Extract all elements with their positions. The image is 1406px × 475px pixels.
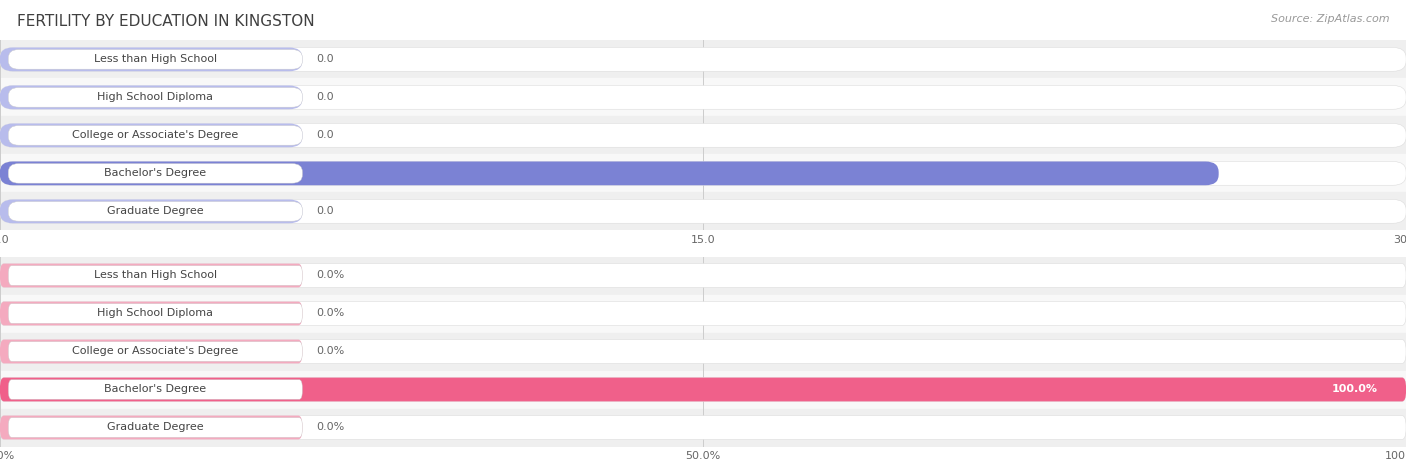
FancyBboxPatch shape: [0, 264, 302, 287]
Text: Source: ZipAtlas.com: Source: ZipAtlas.com: [1271, 14, 1389, 24]
FancyBboxPatch shape: [0, 48, 302, 71]
Text: 0.0: 0.0: [316, 54, 335, 65]
FancyBboxPatch shape: [8, 87, 302, 107]
Text: 0.0: 0.0: [316, 92, 335, 103]
Text: Less than High School: Less than High School: [94, 54, 217, 65]
Text: High School Diploma: High School Diploma: [97, 308, 214, 319]
FancyBboxPatch shape: [8, 418, 302, 437]
Text: 100.0%: 100.0%: [1331, 384, 1378, 395]
Text: 0.0%: 0.0%: [316, 346, 344, 357]
Text: FERTILITY BY EDUCATION IN KINGSTON: FERTILITY BY EDUCATION IN KINGSTON: [17, 14, 315, 29]
Text: Graduate Degree: Graduate Degree: [107, 422, 204, 433]
Bar: [0, 256, 1406, 294]
FancyBboxPatch shape: [0, 124, 1406, 147]
Text: 0.0%: 0.0%: [316, 270, 344, 281]
Text: Bachelor's Degree: Bachelor's Degree: [104, 384, 207, 395]
FancyBboxPatch shape: [0, 162, 1406, 185]
FancyBboxPatch shape: [8, 201, 302, 221]
Bar: [0, 154, 1406, 192]
Bar: [0, 78, 1406, 116]
Text: 0.0: 0.0: [316, 206, 335, 217]
FancyBboxPatch shape: [0, 86, 302, 109]
Bar: [0, 370, 1406, 408]
Bar: [0, 408, 1406, 446]
FancyBboxPatch shape: [0, 378, 1406, 401]
Text: Less than High School: Less than High School: [94, 270, 217, 281]
FancyBboxPatch shape: [0, 302, 1406, 325]
FancyBboxPatch shape: [0, 200, 1406, 223]
FancyBboxPatch shape: [8, 125, 302, 145]
FancyBboxPatch shape: [0, 302, 302, 325]
FancyBboxPatch shape: [8, 342, 302, 361]
FancyBboxPatch shape: [8, 49, 302, 69]
Text: High School Diploma: High School Diploma: [97, 92, 214, 103]
Text: 0.0: 0.0: [316, 130, 335, 141]
Text: Graduate Degree: Graduate Degree: [107, 206, 204, 217]
FancyBboxPatch shape: [0, 264, 1406, 287]
Bar: [0, 332, 1406, 371]
Bar: [0, 192, 1406, 230]
FancyBboxPatch shape: [0, 48, 1406, 71]
FancyBboxPatch shape: [0, 200, 302, 223]
Bar: [0, 294, 1406, 332]
Text: College or Associate's Degree: College or Associate's Degree: [72, 346, 239, 357]
FancyBboxPatch shape: [0, 416, 1406, 439]
FancyBboxPatch shape: [0, 340, 302, 363]
FancyBboxPatch shape: [0, 124, 302, 147]
FancyBboxPatch shape: [0, 340, 1406, 363]
FancyBboxPatch shape: [8, 163, 302, 183]
FancyBboxPatch shape: [0, 416, 302, 439]
Text: College or Associate's Degree: College or Associate's Degree: [72, 130, 239, 141]
FancyBboxPatch shape: [0, 162, 1219, 185]
Bar: [0, 40, 1406, 78]
Text: Bachelor's Degree: Bachelor's Degree: [104, 168, 207, 179]
FancyBboxPatch shape: [8, 380, 302, 399]
FancyBboxPatch shape: [0, 86, 1406, 109]
Text: 0.0%: 0.0%: [316, 422, 344, 433]
Text: 26.0: 26.0: [1350, 168, 1378, 179]
FancyBboxPatch shape: [8, 266, 302, 285]
Text: 0.0%: 0.0%: [316, 308, 344, 319]
FancyBboxPatch shape: [8, 304, 302, 323]
FancyBboxPatch shape: [0, 378, 1406, 401]
Bar: [0, 116, 1406, 154]
